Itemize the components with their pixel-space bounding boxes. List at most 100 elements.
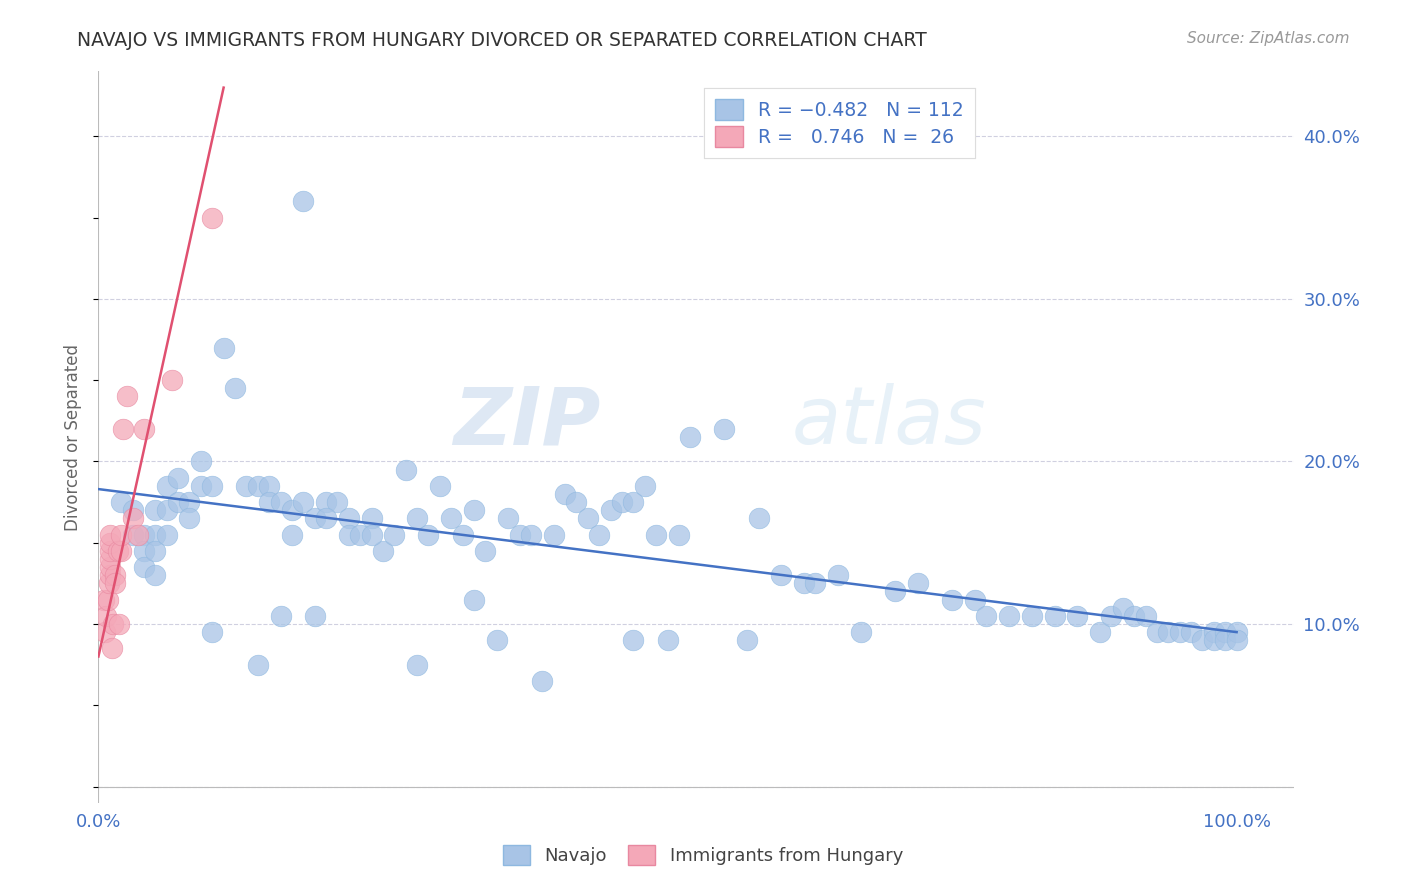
Point	[998, 608, 1021, 623]
Text: NAVAJO VS IMMIGRANTS FROM HUNGARY DIVORCED OR SEPARATED CORRELATION CHART: NAVAJO VS IMMIGRANTS FROM HUNGARY DIVORC…	[77, 31, 927, 50]
Point	[97, 576, 120, 591]
Point	[554, 487, 576, 501]
Point	[395, 462, 418, 476]
Point	[1112, 600, 1135, 615]
Point	[121, 527, 143, 541]
Point	[96, 608, 118, 623]
Point	[315, 495, 337, 509]
Point	[1213, 625, 1236, 640]
Point	[98, 535, 121, 549]
Point	[224, 381, 246, 395]
Point	[907, 576, 929, 591]
Point	[281, 503, 304, 517]
Legend: Navajo, Immigrants from Hungary: Navajo, Immigrants from Hungary	[494, 836, 912, 874]
Point	[406, 511, 429, 525]
Point	[793, 576, 815, 591]
Point	[143, 544, 166, 558]
Point	[132, 560, 155, 574]
Point	[520, 527, 543, 541]
Point	[156, 479, 179, 493]
Point	[98, 527, 121, 541]
Point	[156, 527, 179, 541]
Point	[770, 568, 793, 582]
Point	[337, 511, 360, 525]
Point	[143, 503, 166, 517]
Text: atlas: atlas	[792, 384, 987, 461]
Point	[657, 633, 679, 648]
Point	[179, 495, 201, 509]
Point	[132, 527, 155, 541]
Point	[621, 495, 644, 509]
Point	[96, 592, 118, 607]
Point	[115, 389, 138, 403]
Point	[201, 625, 224, 640]
Point	[371, 544, 394, 558]
Point	[418, 527, 440, 541]
Point	[543, 527, 565, 541]
Point	[143, 527, 166, 541]
Point	[429, 479, 451, 493]
Point	[246, 657, 269, 672]
Y-axis label: Divorced or Separated: Divorced or Separated	[65, 343, 83, 531]
Point	[104, 576, 127, 591]
Point	[104, 568, 127, 582]
Point	[382, 527, 405, 541]
Point	[599, 503, 621, 517]
Point	[576, 511, 599, 525]
Point	[201, 211, 224, 225]
Point	[1226, 633, 1249, 648]
Legend: R = −0.482   N = 112, R =   0.746   N =  26: R = −0.482 N = 112, R = 0.746 N = 26	[704, 88, 974, 158]
Point	[257, 479, 280, 493]
Point	[451, 527, 474, 541]
Text: Source: ZipAtlas.com: Source: ZipAtlas.com	[1187, 31, 1350, 46]
Point	[588, 527, 610, 541]
Point	[167, 471, 190, 485]
Point	[132, 422, 155, 436]
Point	[127, 527, 149, 541]
Point	[349, 527, 371, 541]
Point	[963, 592, 986, 607]
Point	[485, 633, 508, 648]
Point	[292, 194, 315, 209]
Point	[270, 495, 292, 509]
Point	[156, 503, 179, 517]
Point	[101, 641, 124, 656]
Point	[1146, 625, 1168, 640]
Point	[1123, 608, 1146, 623]
Point	[112, 422, 135, 436]
Point	[621, 633, 644, 648]
Point	[1099, 608, 1122, 623]
Point	[315, 511, 337, 525]
Point	[98, 568, 121, 582]
Point	[1043, 608, 1066, 623]
Point	[1088, 625, 1111, 640]
Point	[360, 527, 382, 541]
Point	[281, 527, 304, 541]
Point	[1213, 633, 1236, 648]
Point	[304, 608, 326, 623]
Point	[509, 527, 531, 541]
Point	[735, 633, 758, 648]
Point	[292, 495, 315, 509]
Point	[132, 544, 155, 558]
Point	[941, 592, 963, 607]
Point	[804, 576, 827, 591]
Point	[1135, 608, 1157, 623]
Point	[1202, 625, 1225, 640]
Point	[270, 608, 292, 623]
Point	[634, 479, 657, 493]
Point	[1226, 625, 1249, 640]
Point	[1066, 608, 1088, 623]
Point	[337, 527, 360, 541]
Point	[565, 495, 588, 509]
Point	[1157, 625, 1180, 640]
Point	[713, 422, 735, 436]
Point	[121, 511, 143, 525]
Point	[360, 511, 382, 525]
Point	[827, 568, 849, 582]
Point	[326, 495, 349, 509]
Point	[849, 625, 872, 640]
Point	[474, 544, 496, 558]
Point	[531, 673, 554, 688]
Point	[93, 592, 115, 607]
